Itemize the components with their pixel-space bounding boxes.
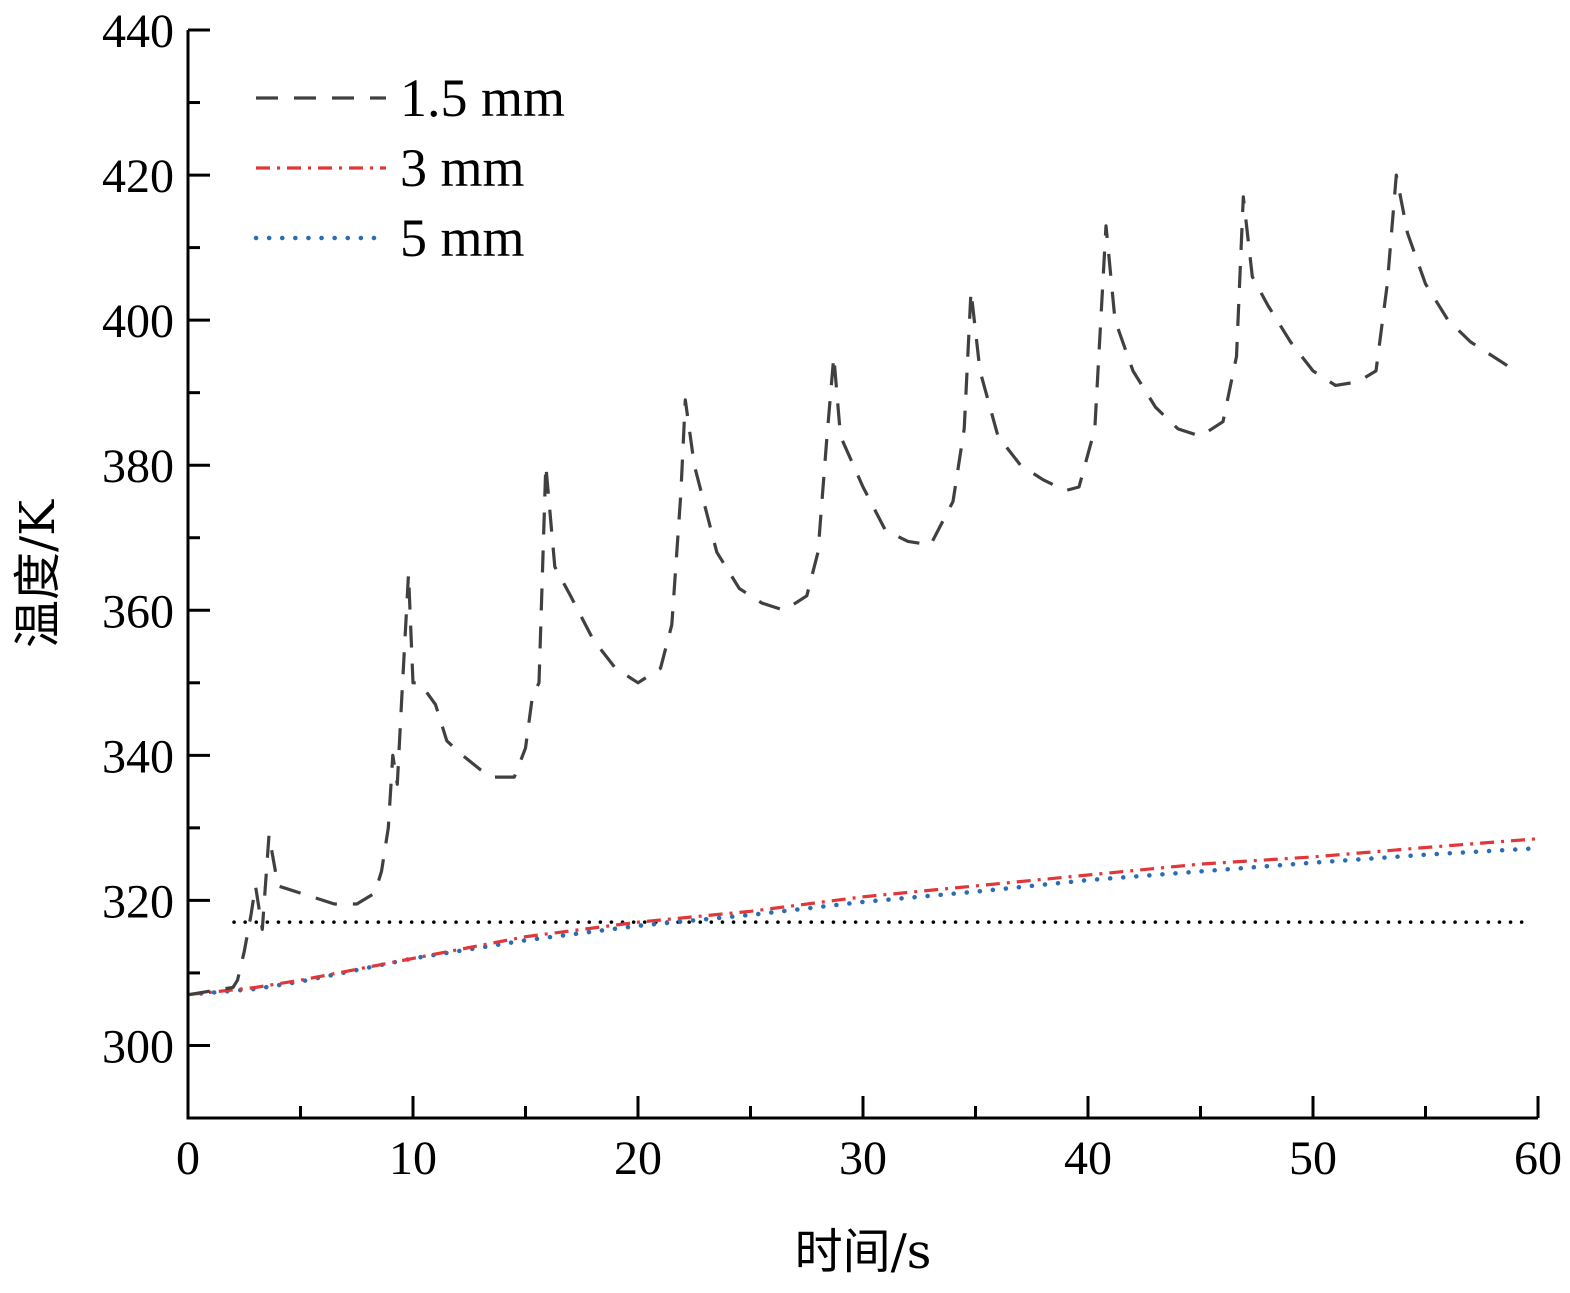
x-tick-label: 10 [389, 1132, 437, 1185]
series-line-3-mm [188, 837, 1538, 997]
legend: 1.5 mm 3 mm 5 mm [253, 68, 565, 268]
y-tick-label: 360 [102, 585, 174, 638]
x-tick-label: 60 [1514, 1132, 1562, 1185]
legend-label-1-5-mm: 1.5 mm [400, 68, 565, 128]
y-tick-label: 380 [102, 440, 174, 493]
legend-label-3-mm: 3 mm [400, 138, 525, 198]
x-axis-title: 时间/s [795, 1224, 932, 1280]
y-tick-label: 420 [102, 150, 174, 203]
series-line-1-5-mm [188, 173, 1517, 997]
series-layer [188, 173, 1538, 997]
x-tick-label: 30 [839, 1132, 887, 1185]
legend-label-5-mm: 5 mm [400, 208, 525, 268]
y-tick-label: 440 [102, 5, 174, 58]
y-axis-title: 温度/K [10, 499, 66, 648]
x-tick-label: 50 [1289, 1132, 1337, 1185]
ticks: 0 10 20 30 40 50 60 300 320 340 360 380 400 420 440 [102, 5, 1562, 1185]
y-tick-label: 300 [102, 1020, 174, 1073]
axes [186, 30, 1538, 1120]
y-tick-label: 400 [102, 295, 174, 348]
x-tick-label: 0 [176, 1132, 200, 1185]
x-tick-label: 40 [1064, 1132, 1112, 1185]
y-tick-label: 320 [102, 875, 174, 928]
y-tick-label: 340 [102, 730, 174, 783]
x-tick-label: 20 [614, 1132, 662, 1185]
